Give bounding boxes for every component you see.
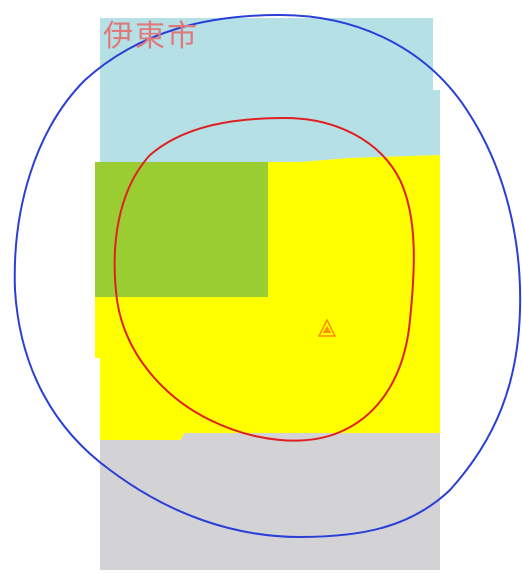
triangle-marker-icon[interactable] [317,318,337,337]
zone-green [95,162,268,297]
inner-ring [113,116,415,442]
zone-top [100,18,440,162]
city-label: 伊東市 [103,19,199,54]
outer-ring [13,13,522,539]
zone-bottom [100,433,440,570]
